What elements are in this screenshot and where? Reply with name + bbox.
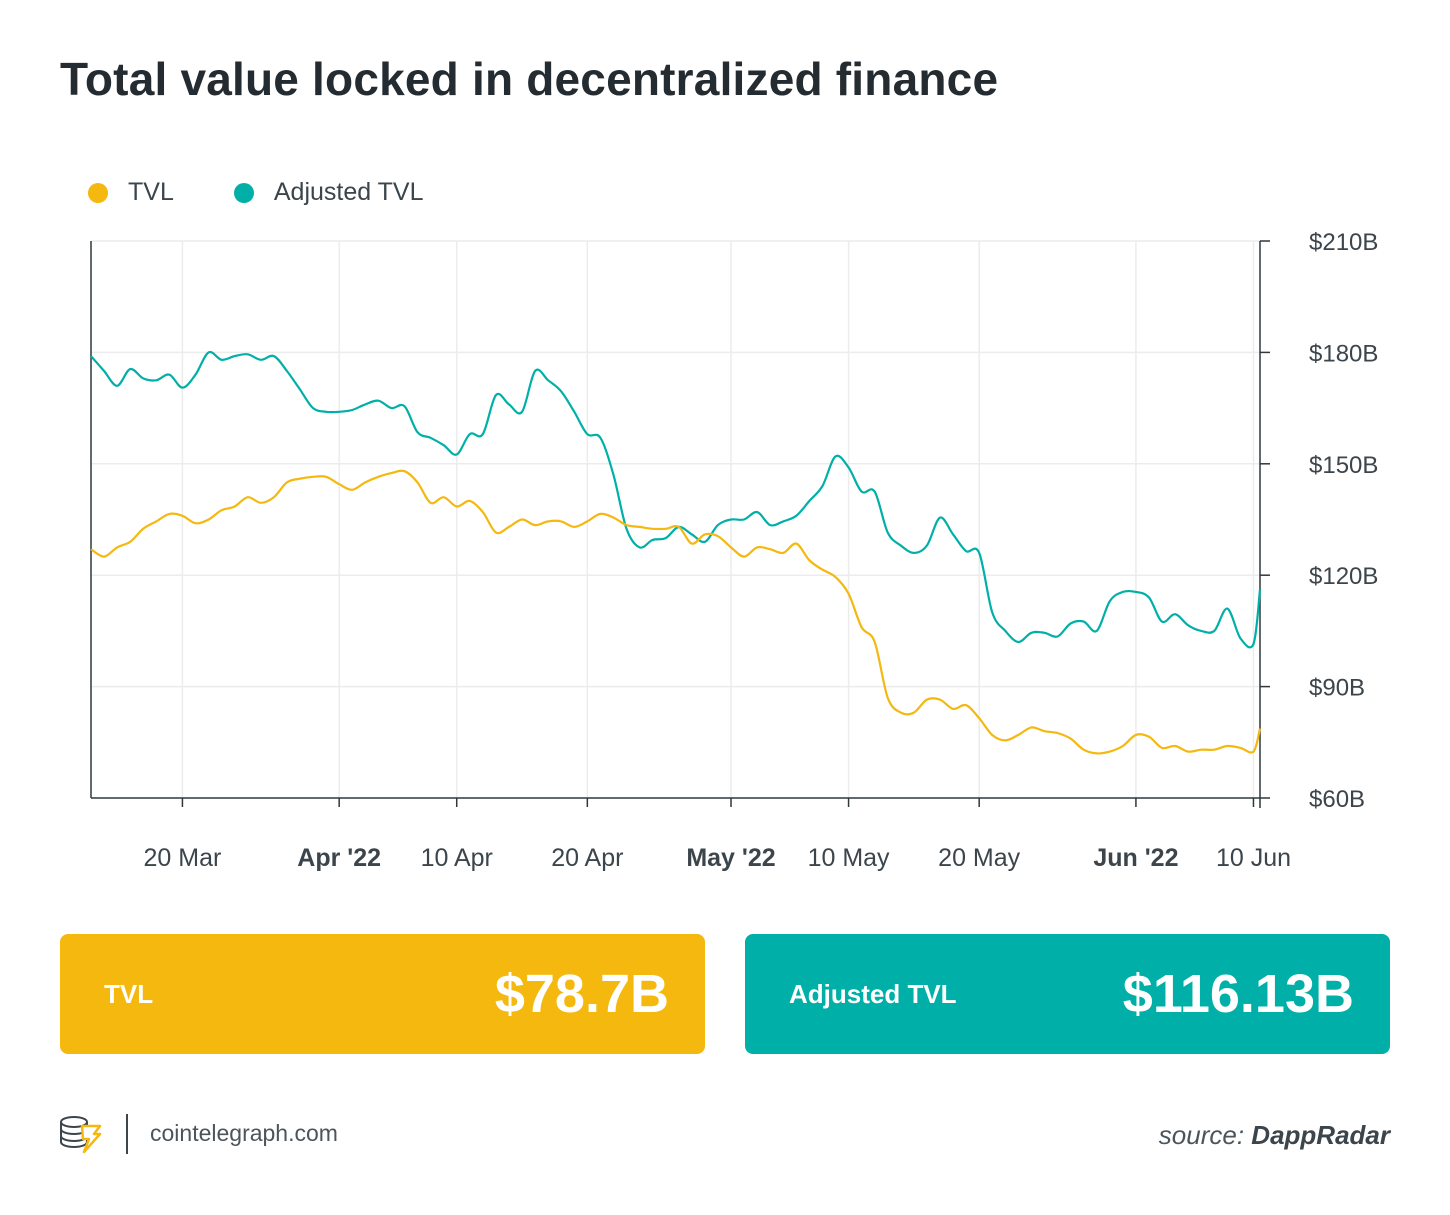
x-tick-label: 20 Apr — [551, 844, 623, 872]
tvl-card-value: $78.7B — [494, 964, 669, 1024]
x-tick-label: 10 Apr — [421, 844, 493, 872]
tvl-line-chart: $60B $90B $120B $150B $180B $210B 20 Mar Apr '2… — [90, 229, 1378, 872]
adjusted-card-value: $116.13B — [1122, 964, 1354, 1024]
x-tick-label: 20 May — [938, 844, 1020, 872]
footer-site-link[interactable]: cointelegraph.com — [150, 1120, 338, 1146]
legend-label-tvl: TVL — [128, 178, 174, 206]
y-tick-label: $180B — [1309, 340, 1378, 367]
footer-divider — [126, 1114, 128, 1154]
source-name: DappRadar — [1251, 1120, 1390, 1150]
x-tick-label: 10 May — [808, 844, 890, 872]
x-tick-label: 20 Mar — [144, 844, 222, 872]
chart-legend: TVL Adjusted TVL — [88, 178, 424, 207]
adjusted-tvl-summary-card: Adjusted TVL $116.13B — [745, 934, 1390, 1054]
source-prefix: source: — [1158, 1120, 1245, 1150]
y-tick-label: $150B — [1309, 452, 1378, 479]
cointelegraph-coin-icon — [60, 1116, 102, 1154]
tvl-series-line — [90, 469, 1262, 755]
y-tick-label: $60B — [1309, 786, 1365, 813]
legend-item-adjusted-tvl: Adjusted TVL — [233, 178, 424, 207]
legend-label-adjusted-tvl: Adjusted TVL — [273, 178, 424, 206]
x-tick-label: Apr '22 — [297, 844, 381, 872]
x-tick-label: Jun '22 — [1093, 844, 1178, 872]
page-title: Total value locked in decentralized fina… — [60, 53, 999, 105]
adjusted-card-label: Adjusted TVL — [789, 978, 957, 1009]
y-tick-label: $120B — [1309, 563, 1378, 590]
adjusted-tvl-series-line — [90, 350, 1262, 649]
y-tick-label: $90B — [1309, 675, 1365, 702]
legend-dot-adjusted-icon — [233, 182, 254, 203]
x-tick-label: 10 Jun — [1216, 844, 1291, 872]
legend-dot-tvl-icon — [88, 182, 108, 203]
x-tick-label: May '22 — [686, 844, 775, 872]
tvl-card-label: TVL — [104, 978, 154, 1009]
y-tick-label: $210B — [1309, 229, 1378, 256]
tvl-summary-card: TVL $78.7B — [60, 934, 705, 1054]
source-credit: source: DappRadar — [1159, 1120, 1390, 1151]
legend-item-tvl: TVL — [88, 178, 174, 207]
